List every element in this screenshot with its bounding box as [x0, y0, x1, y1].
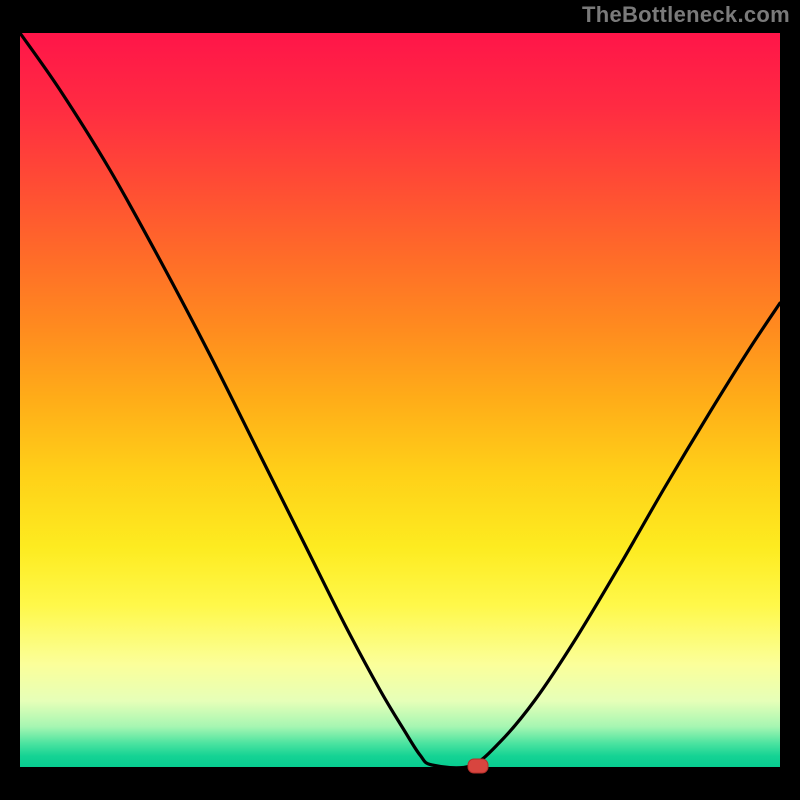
chart-stage: TheBottleneck.com	[0, 0, 800, 800]
watermark-text: TheBottleneck.com	[582, 2, 790, 28]
bottleneck-chart	[0, 0, 800, 800]
optimal-point-marker	[468, 759, 488, 773]
gradient-background	[20, 33, 780, 767]
